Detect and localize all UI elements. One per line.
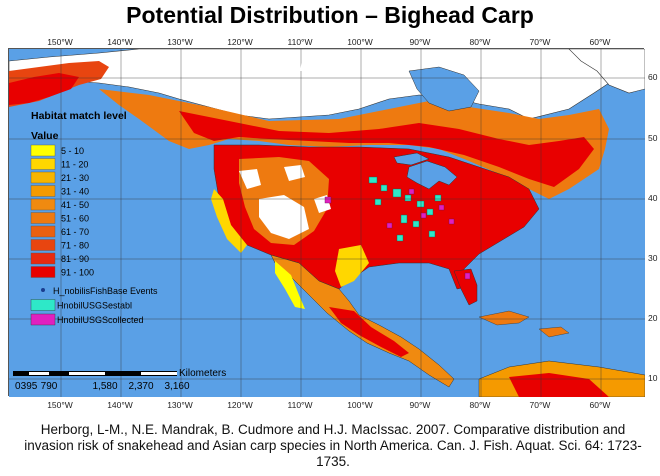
lon-label-top: 90°W (410, 37, 431, 47)
mexico-red (329, 307, 409, 357)
lon-label-top: 70°W (530, 37, 551, 47)
legend-bin-label: 31 - 40 (61, 187, 89, 197)
gulf-yellow (335, 245, 369, 287)
usgs-established-points (368, 176, 442, 242)
legend-point-symbol (30, 313, 56, 326)
lon-label-top: 100°W (347, 37, 373, 47)
scale-tick-label: 1,580 (92, 381, 117, 392)
legend-swatch (30, 171, 56, 184)
legend-point-label: HnobilUSGSestabl (57, 301, 132, 311)
greenland (568, 49, 645, 94)
great-lakes (406, 160, 458, 190)
citation: Herborg, L-M., N.E. Mandrak, B. Cudmore … (24, 422, 642, 469)
legend-points: H_nobilisFishBase Events HnobilUSGSestabl… (30, 286, 158, 326)
scale-tick-label: 395 (21, 381, 38, 392)
legend-bin-label: 91 - 100 (61, 268, 94, 278)
lon-label-bottom: 140°W (107, 400, 133, 410)
legend-bin-label: 21 - 30 (61, 173, 89, 183)
lat-label: 50 (648, 133, 658, 143)
legend: Habitat match level Value 5 - 10 11 - 20 2… (30, 110, 158, 326)
usgs-collected-points (324, 188, 471, 280)
scale-bar: Kilometers 0 395 790 1,580 2,370 3,160 (13, 368, 226, 392)
lon-label-top: 120°W (227, 37, 253, 47)
legend-swatch (30, 252, 56, 265)
lat-label: 30 (648, 253, 658, 263)
species-label: H. nobilis (256, 59, 315, 74)
legend-swatch (30, 239, 56, 251)
map-frame[interactable]: H. nobilis Habitat match level Value 5 -… (8, 48, 645, 397)
legend-point-symbol (30, 299, 56, 311)
lon-label-bottom: 80°W (470, 400, 491, 410)
scale-tick-label: 3,160 (164, 381, 189, 392)
lon-label-bottom: 150°W (47, 400, 73, 410)
lon-label-bottom: 120°W (227, 400, 253, 410)
lon-label-top: 150°W (47, 37, 73, 47)
west-white-a (259, 195, 309, 239)
lon-label-top: 60°W (590, 37, 611, 47)
scale-tick-label: 790 (41, 381, 58, 392)
lon-label-top: 140°W (107, 37, 133, 47)
lat-labels-right: 60 50 40 30 20 10 (648, 72, 658, 383)
distribution-map: H. nobilis Habitat match level Value 5 -… (9, 49, 645, 397)
legend-swatch (30, 198, 56, 211)
scale-ticks: 0 395 790 1,580 2,370 3,160 (15, 381, 190, 392)
lon-labels-top: 150°W 140°W 130°W 120°W 110°W 100°W 90°W 80°W 70… (47, 37, 610, 47)
lat-label: 10 (648, 373, 658, 383)
legend-bin-label: 81 - 90 (61, 254, 89, 264)
lon-label-top: 130°W (167, 37, 193, 47)
legend-swatch (30, 266, 56, 278)
canada-orange-band (99, 89, 609, 199)
page-title: Potential Distribution – Bighead Carp (126, 2, 534, 28)
lon-label-bottom: 90°W (410, 400, 431, 410)
lon-label-bottom: 110°W (288, 400, 313, 410)
legend-bin-label: 51 - 60 (61, 214, 89, 224)
legend-swatch (30, 144, 56, 157)
northern-land (9, 49, 645, 120)
lon-label-top: 80°W (470, 37, 491, 47)
legend-swatch (30, 158, 56, 170)
graticule (9, 49, 645, 397)
lon-label-bottom: 100°W (347, 400, 373, 410)
scale-unit: Kilometers (179, 368, 226, 379)
lon-labels-bottom: 150°W 140°W 130°W 120°W 110°W 100°W 90°W 80°W 70… (47, 400, 610, 410)
alaska-red (9, 73, 79, 105)
lake-superior (393, 152, 430, 166)
west-white-c (284, 165, 305, 181)
legend-swatch (30, 212, 56, 224)
legend-bin-label: 71 - 80 (61, 241, 89, 251)
florida (453, 268, 478, 306)
lat-label: 60 (648, 72, 658, 82)
legend-bin-label: 41 - 50 (61, 200, 89, 210)
lon-label-bottom: 130°W (167, 400, 193, 410)
legend-value-heading: Value (31, 130, 59, 142)
legend-heading: Habitat match level (31, 110, 127, 122)
legend-bin-label: 5 - 10 (61, 146, 84, 156)
lat-label: 20 (648, 313, 658, 323)
scale-tick-label: 0 (15, 381, 21, 392)
mexico-yellow (275, 261, 305, 309)
legend-point-label: HnobilUSGScollected (57, 315, 144, 325)
legend-bins: 5 - 10 11 - 20 21 - 30 31 - 40 41 - 50 51 - 6… (30, 144, 94, 278)
west-coast-yellow (211, 189, 247, 253)
lon-label-bottom: 60°W (590, 400, 611, 410)
lon-label-bottom: 70°W (530, 400, 551, 410)
legend-point-symbol (41, 288, 45, 292)
lon-label-top: 110°W (288, 37, 313, 47)
scale-tick-label: 2,370 (128, 381, 153, 392)
legend-point-label: H_nobilisFishBase Events (53, 286, 158, 296)
west-white-b (239, 169, 261, 189)
caribbean-islands (478, 310, 570, 338)
legend-bin-label: 11 - 20 (61, 160, 88, 170)
legend-swatch (30, 185, 56, 197)
lat-label: 40 (648, 193, 658, 203)
legend-swatch (30, 225, 56, 238)
legend-bin-label: 61 - 70 (61, 227, 89, 237)
canada-red-band (179, 111, 594, 187)
